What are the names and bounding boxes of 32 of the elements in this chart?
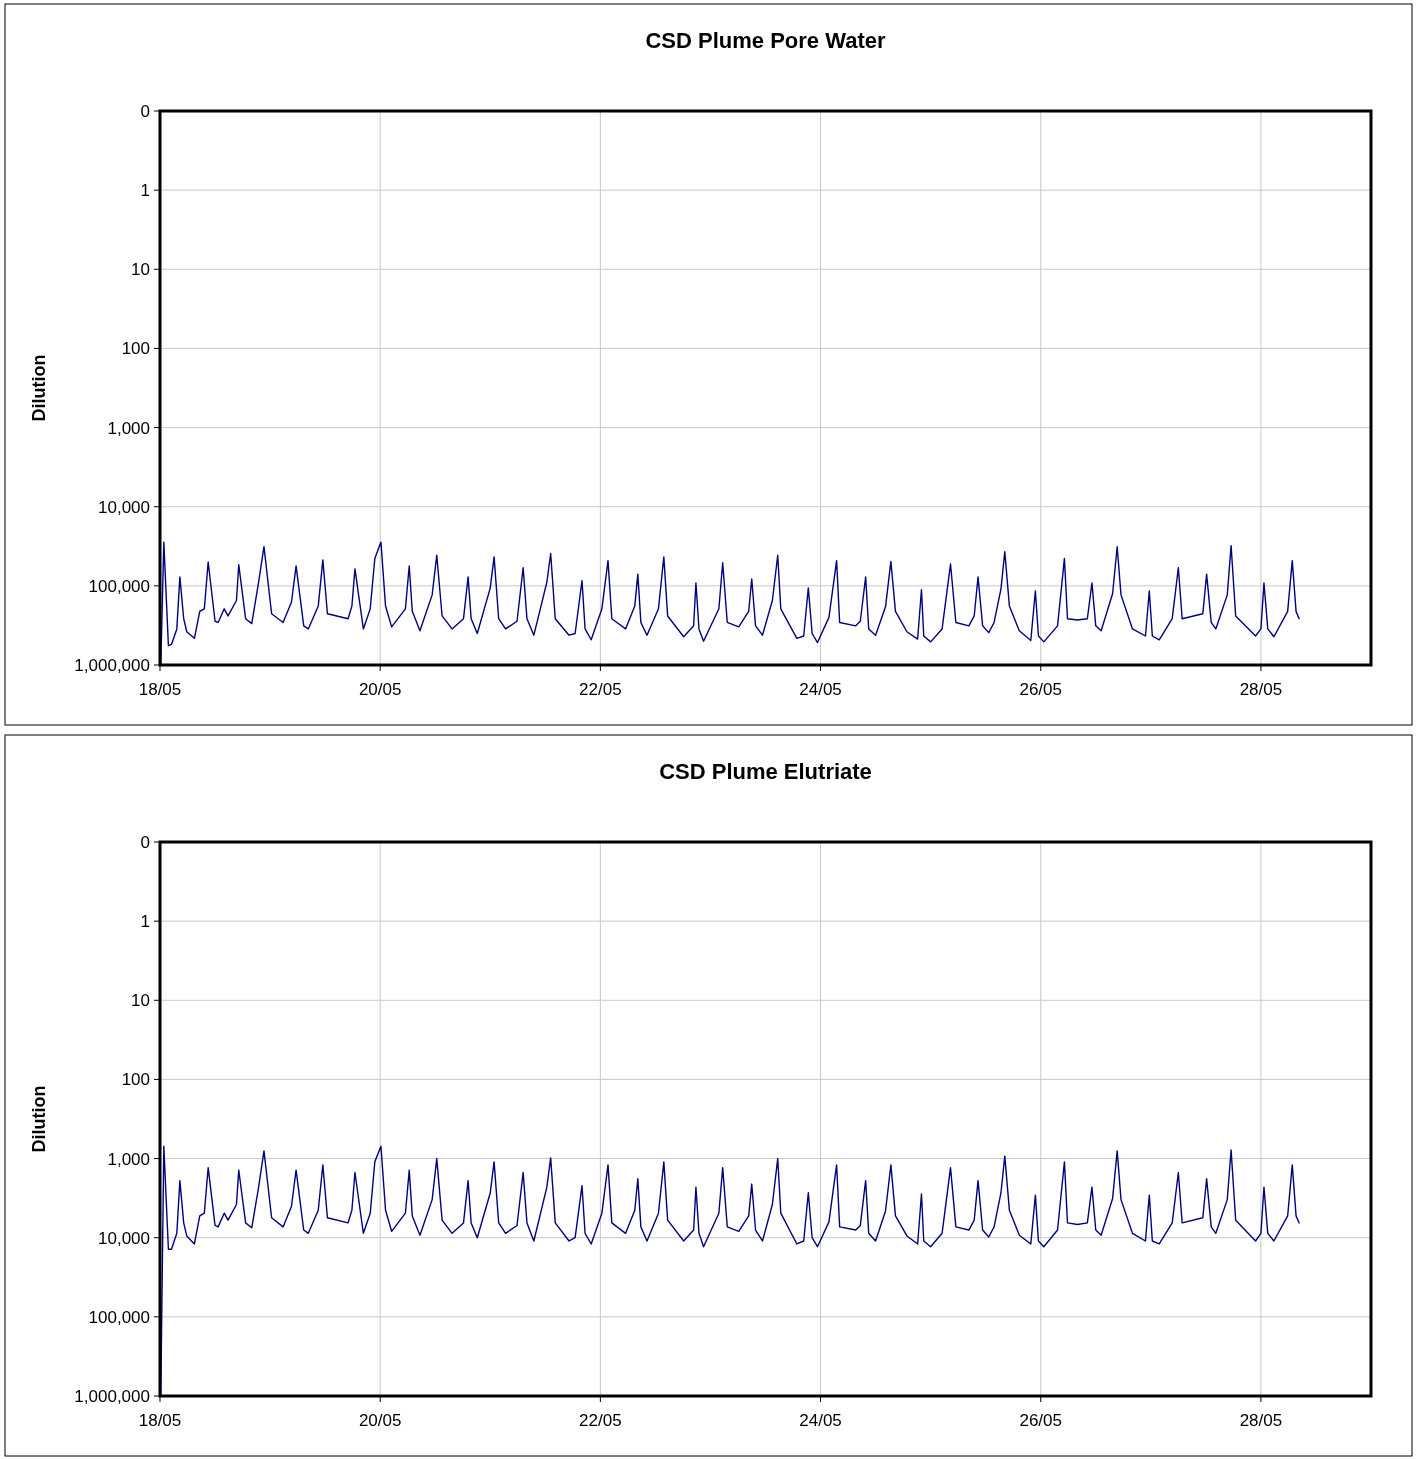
y-axis-title: Dilution [29,1085,49,1153]
y-tick-label: 10,000 [98,497,150,517]
x-tick-label: 28/05 [1239,1411,1283,1430]
y-tick-label: 10 [131,260,150,280]
y-tick-label: 1 [140,181,150,201]
chart-title: CSD Plume Pore Water [645,28,886,53]
y-tick-label: 0 [140,832,150,852]
x-tick-label: 20/05 [358,680,402,699]
y-tick-label: 100,000 [88,576,150,596]
y-tick-label: 100,000 [88,1307,150,1327]
x-tick-label: 20/05 [358,1411,402,1430]
y-tick-label: 100 [121,1070,150,1090]
x-tick-label: 22/05 [579,680,622,699]
y-tick-label: 1,000,000 [74,1386,150,1406]
x-tick-label: 24/05 [799,680,842,699]
x-tick-label: 26/05 [1019,680,1062,699]
y-tick-label: 1,000 [107,1149,150,1169]
y-tick-label: 1 [140,912,150,932]
y-axis-title: Dilution [29,354,49,422]
x-tick-label: 22/05 [579,1411,622,1430]
x-tick-label: 24/05 [799,1411,842,1430]
y-tick-label: 1,000 [107,418,150,438]
x-tick-label: 28/05 [1239,680,1283,699]
y-tick-label: 0 [140,101,150,121]
chart-title: CSD Plume Elutriate [659,759,872,784]
y-tick-label: 1,000,000 [74,655,150,675]
x-tick-label: 18/05 [138,1411,182,1430]
y-tick-label: 10 [131,991,150,1011]
x-tick-label: 18/05 [138,680,182,699]
y-tick-label: 100 [121,339,150,359]
y-tick-label: 10,000 [98,1228,150,1248]
x-tick-label: 26/05 [1019,1411,1062,1430]
